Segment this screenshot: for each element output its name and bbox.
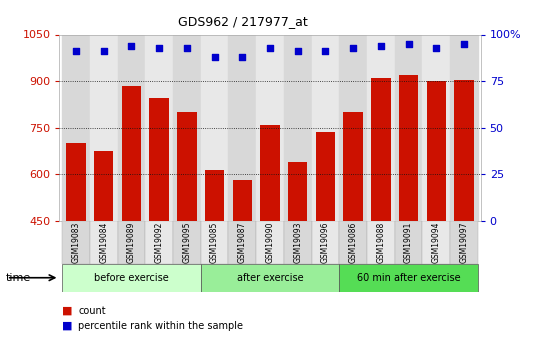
Text: 60 min after exercise: 60 min after exercise: [357, 273, 461, 283]
Text: GSM19096: GSM19096: [321, 221, 330, 263]
Text: GSM19093: GSM19093: [293, 221, 302, 263]
Bar: [288, 162, 307, 221]
Bar: [62, 34, 90, 221]
Bar: [62, 264, 201, 292]
Point: [127, 43, 136, 48]
Bar: [118, 221, 145, 264]
Point: [293, 49, 302, 54]
Point: [376, 43, 385, 48]
Bar: [201, 34, 228, 221]
Point: [183, 45, 191, 50]
Bar: [205, 169, 224, 221]
Bar: [316, 132, 335, 221]
Bar: [339, 264, 478, 292]
Point: [321, 49, 330, 54]
Bar: [454, 79, 474, 221]
Text: count: count: [78, 306, 106, 315]
Bar: [90, 34, 118, 221]
Bar: [62, 221, 90, 264]
Bar: [122, 86, 141, 221]
Bar: [150, 98, 169, 221]
Text: GSM19084: GSM19084: [99, 222, 108, 263]
Bar: [399, 75, 418, 221]
Point: [266, 45, 274, 50]
Point: [238, 54, 247, 60]
Bar: [66, 143, 86, 221]
Bar: [173, 221, 201, 264]
Bar: [312, 34, 339, 221]
Text: GSM19095: GSM19095: [183, 221, 191, 263]
Bar: [256, 221, 284, 264]
Bar: [422, 221, 450, 264]
Text: GSM19085: GSM19085: [210, 222, 219, 263]
Bar: [395, 34, 422, 221]
Bar: [450, 221, 478, 264]
Bar: [312, 221, 339, 264]
Bar: [339, 221, 367, 264]
Bar: [201, 221, 228, 264]
Point: [155, 45, 164, 50]
Bar: [367, 221, 395, 264]
Bar: [94, 151, 113, 221]
Text: GSM19089: GSM19089: [127, 222, 136, 263]
Bar: [228, 221, 256, 264]
Point: [99, 49, 108, 54]
Text: GSM19094: GSM19094: [432, 221, 441, 263]
Text: GSM19087: GSM19087: [238, 222, 247, 263]
Bar: [228, 34, 256, 221]
Text: ■: ■: [62, 321, 72, 331]
Bar: [339, 34, 367, 221]
Bar: [422, 34, 450, 221]
Bar: [284, 34, 312, 221]
Text: GSM19083: GSM19083: [71, 222, 80, 263]
Text: GSM19088: GSM19088: [376, 222, 386, 263]
Point: [432, 45, 441, 50]
Bar: [367, 34, 395, 221]
Bar: [201, 264, 339, 292]
Point: [72, 49, 80, 54]
Text: GSM19097: GSM19097: [460, 221, 469, 263]
Bar: [284, 221, 312, 264]
Text: before exercise: before exercise: [94, 273, 169, 283]
Text: percentile rank within the sample: percentile rank within the sample: [78, 321, 244, 331]
Bar: [233, 180, 252, 221]
Bar: [256, 34, 284, 221]
Text: GSM19090: GSM19090: [266, 221, 274, 263]
Bar: [173, 34, 201, 221]
Point: [349, 45, 357, 50]
Bar: [343, 112, 363, 221]
Point: [210, 54, 219, 60]
Bar: [145, 221, 173, 264]
Bar: [427, 81, 446, 221]
Text: ■: ■: [62, 306, 72, 315]
Bar: [118, 34, 145, 221]
Text: after exercise: after exercise: [237, 273, 303, 283]
Text: GSM19092: GSM19092: [154, 222, 164, 263]
Text: GSM19086: GSM19086: [349, 222, 357, 263]
Text: GSM19091: GSM19091: [404, 222, 413, 263]
Point: [404, 41, 413, 47]
Bar: [260, 125, 280, 221]
Point: [460, 41, 468, 47]
Bar: [450, 34, 478, 221]
Bar: [90, 221, 118, 264]
Text: time: time: [5, 273, 31, 283]
Text: GDS962 / 217977_at: GDS962 / 217977_at: [178, 16, 308, 29]
Bar: [145, 34, 173, 221]
Bar: [177, 112, 197, 221]
Bar: [395, 221, 422, 264]
Bar: [371, 78, 390, 221]
